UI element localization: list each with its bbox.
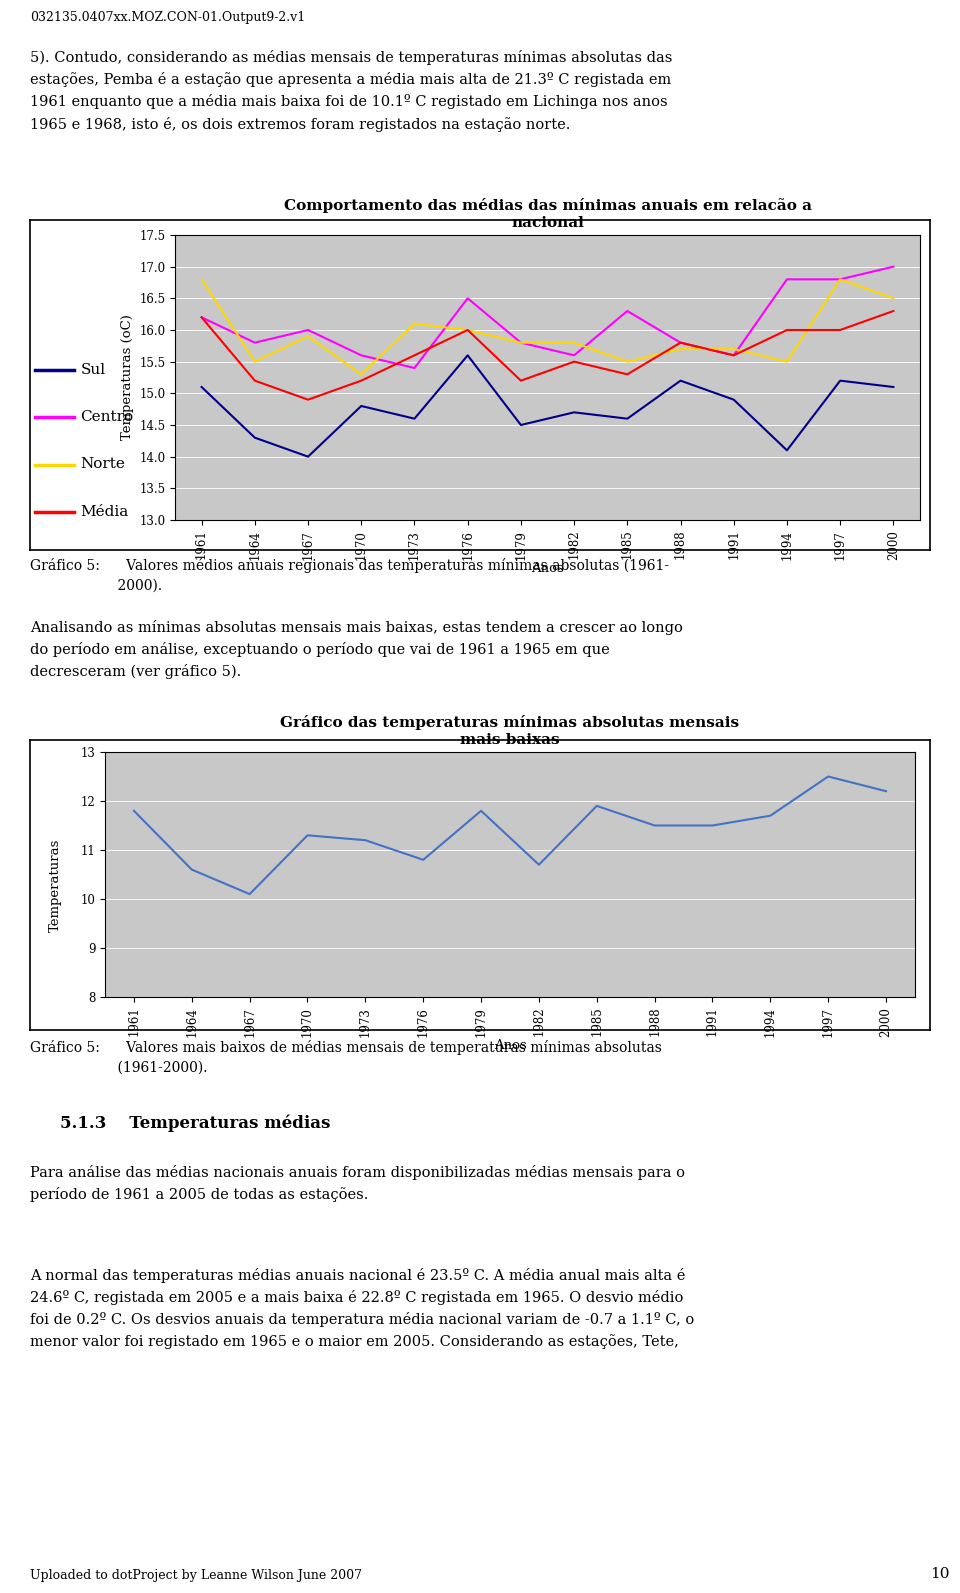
Text: 032135.0407xx.MOZ.CON-01.Output9-2.v1: 032135.0407xx.MOZ.CON-01.Output9-2.v1 (30, 11, 305, 24)
Text: Analisando as mínimas absolutas mensais mais baixas, estas tendem a crescer ao l: Analisando as mínimas absolutas mensais … (30, 620, 683, 679)
Title: Gráfico das temperaturas mínimas absolutas mensais
mais baixas: Gráfico das temperaturas mínimas absolut… (280, 715, 739, 747)
Title: Comportamento das médias das mínimas anuais em relacão a
nacional: Comportamento das médias das mínimas anu… (283, 199, 811, 229)
Text: Centro: Centro (81, 411, 133, 424)
Text: Média: Média (81, 505, 129, 519)
X-axis label: Anos: Anos (493, 1039, 526, 1053)
Text: Para análise das médias nacionais anuais foram disponibilizadas médias mensais p: Para análise das médias nacionais anuais… (30, 1164, 685, 1203)
Text: Norte: Norte (81, 457, 126, 472)
Text: Gráfico 5:      Valores médios anuais regionais das temperaturas mínimas absolut: Gráfico 5: Valores médios anuais regiona… (30, 558, 669, 593)
Text: Sul: Sul (81, 363, 106, 378)
Text: Temperaturas: Temperaturas (49, 838, 61, 932)
Text: 5). Contudo, considerando as médias mensais de temperaturas mínimas absolutas da: 5). Contudo, considerando as médias mens… (30, 49, 672, 132)
Y-axis label: Temperaturas (oC): Temperaturas (oC) (121, 314, 133, 440)
Text: 5.1.3    Temperaturas médias: 5.1.3 Temperaturas médias (60, 1114, 330, 1131)
Text: Uploaded to dotProject by Leanne Wilson June 2007: Uploaded to dotProject by Leanne Wilson … (30, 1569, 362, 1582)
Text: 10: 10 (930, 1568, 950, 1580)
Text: A normal das temperaturas médias anuais nacional é 23.5º C. A média anual mais a: A normal das temperaturas médias anuais … (30, 1268, 694, 1349)
Text: Gráfico 5:      Valores mais baixos de médias mensais de temperaturas mínimas ab: Gráfico 5: Valores mais baixos de médias… (30, 1040, 661, 1075)
X-axis label: Anos: Anos (531, 562, 564, 575)
